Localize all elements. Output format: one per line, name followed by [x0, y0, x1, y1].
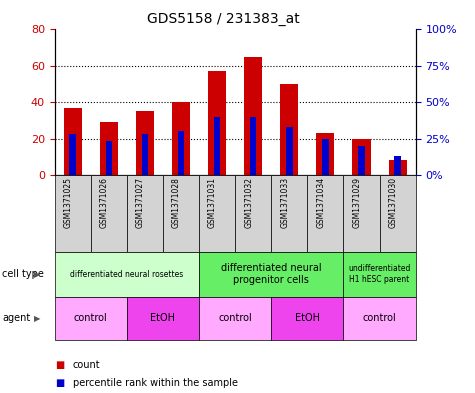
Text: count: count [73, 360, 100, 371]
Bar [64, 108, 82, 175]
Text: percentile rank within the sample: percentile rank within the sample [73, 378, 238, 388]
Text: GSM1371025: GSM1371025 [64, 177, 73, 228]
Bar [389, 160, 407, 175]
Bar [214, 117, 220, 175]
Bar [142, 134, 148, 175]
Text: cell type: cell type [2, 269, 44, 279]
Bar [286, 127, 293, 175]
Text: ▶: ▶ [34, 314, 41, 323]
Text: agent: agent [2, 313, 30, 323]
Text: GSM1371030: GSM1371030 [389, 177, 398, 228]
Bar [208, 71, 226, 175]
Bar [105, 141, 112, 175]
Text: GSM1371027: GSM1371027 [136, 177, 145, 228]
Text: GDS5158 / 231383_at: GDS5158 / 231383_at [147, 12, 300, 26]
Text: differentiated neural
progenitor cells: differentiated neural progenitor cells [221, 263, 322, 285]
Bar [244, 57, 262, 175]
Bar [172, 102, 190, 175]
Text: ■: ■ [55, 360, 64, 371]
Text: GSM1371031: GSM1371031 [208, 177, 217, 228]
Text: GSM1371029: GSM1371029 [352, 177, 361, 228]
Bar [352, 138, 370, 175]
Text: EtOH: EtOH [295, 313, 320, 323]
Bar [69, 134, 76, 175]
Bar [136, 111, 154, 175]
Text: control: control [74, 313, 108, 323]
Text: differentiated neural rosettes: differentiated neural rosettes [70, 270, 183, 279]
Text: GSM1371028: GSM1371028 [172, 177, 181, 228]
Text: ■: ■ [55, 378, 64, 388]
Text: undifferentiated
H1 hESC parent: undifferentiated H1 hESC parent [348, 264, 411, 284]
Bar [316, 133, 334, 175]
Text: GSM1371033: GSM1371033 [280, 177, 289, 228]
Text: GSM1371026: GSM1371026 [100, 177, 109, 228]
Bar [322, 138, 329, 175]
Text: GSM1371034: GSM1371034 [316, 177, 325, 228]
Bar [178, 131, 184, 175]
Text: control: control [362, 313, 397, 323]
Text: ▶: ▶ [34, 270, 41, 279]
Bar [280, 84, 298, 175]
Text: EtOH: EtOH [151, 313, 175, 323]
Text: control: control [218, 313, 252, 323]
Bar [358, 146, 365, 175]
Bar [250, 117, 256, 175]
Bar [394, 156, 401, 175]
Bar [100, 122, 118, 175]
Text: GSM1371032: GSM1371032 [244, 177, 253, 228]
